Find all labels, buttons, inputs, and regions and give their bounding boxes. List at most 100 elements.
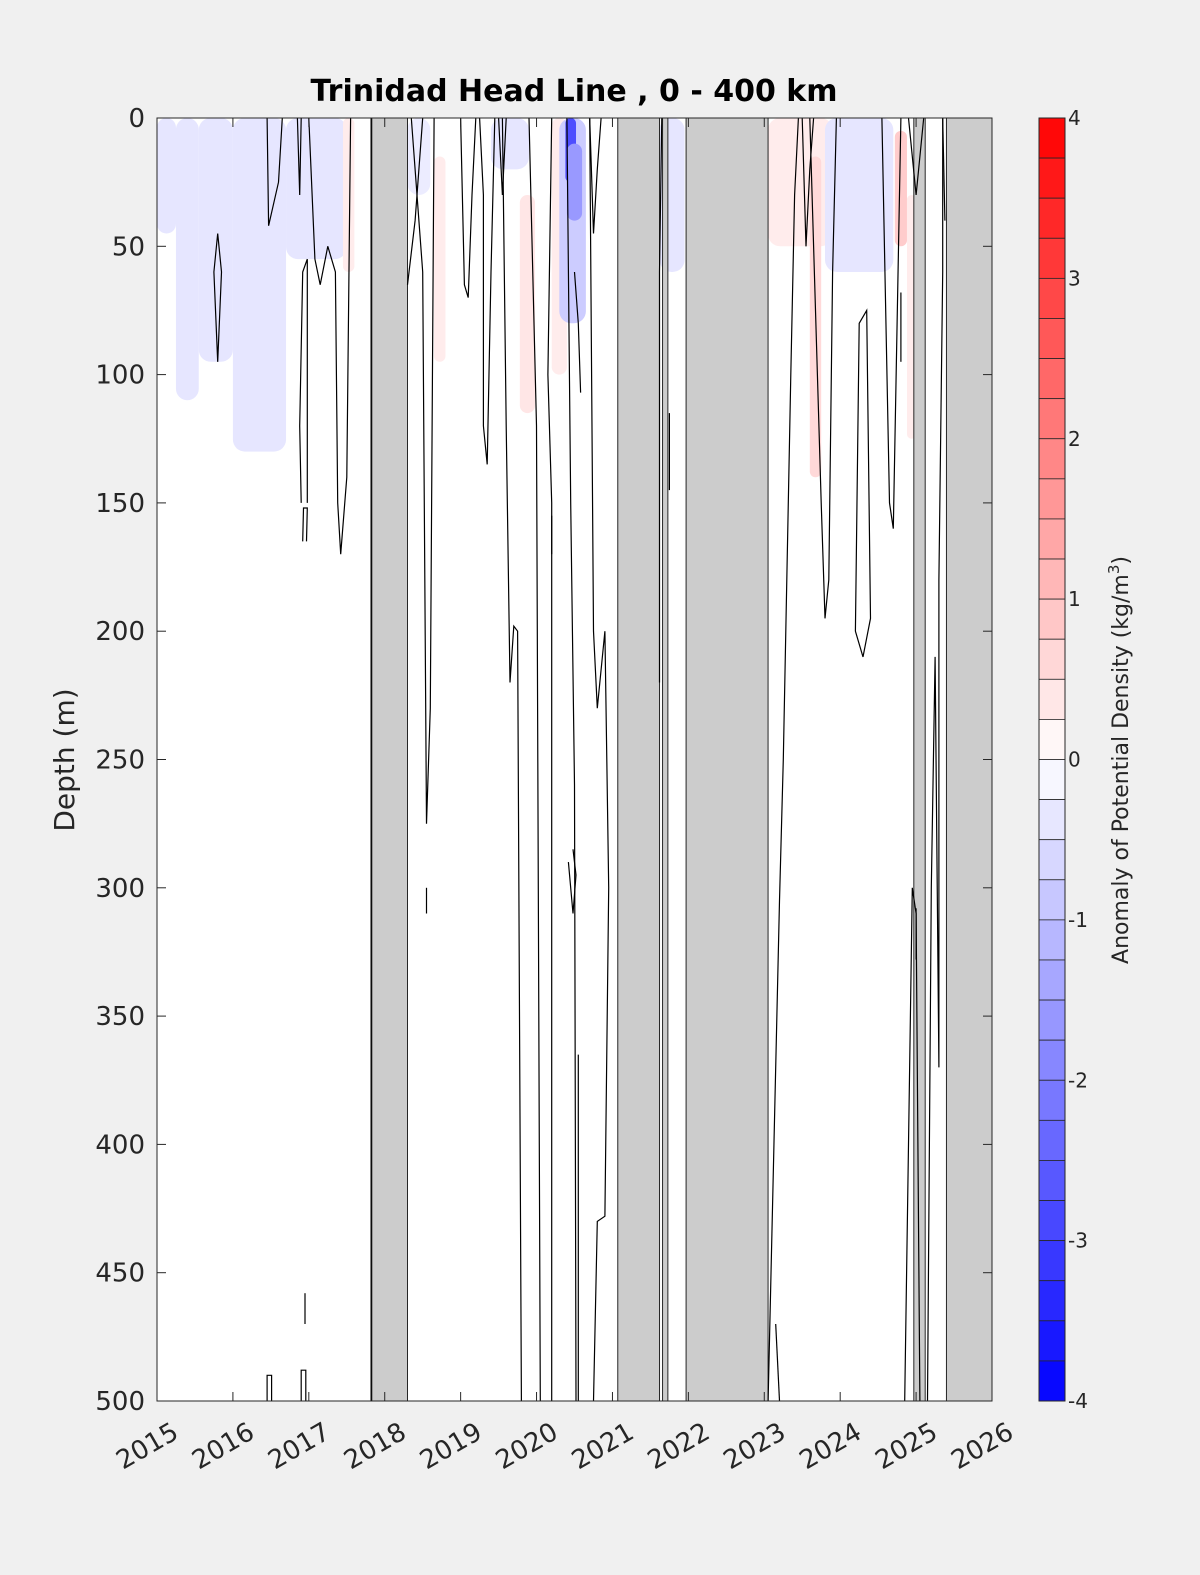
contour-line <box>926 118 944 1402</box>
no-data-bands <box>371 117 993 1402</box>
y-tick-label: 200 <box>95 617 145 647</box>
anomaly-patch <box>157 118 176 234</box>
x-tick-label: 2021 <box>567 1417 639 1476</box>
colorbar-tick-label: -1 <box>1068 908 1088 932</box>
colorbar-border <box>1038 117 1066 1402</box>
anomaly-patch <box>768 118 833 247</box>
contour-line <box>907 117 925 196</box>
y-tick-label: 0 <box>128 104 145 134</box>
contour-line <box>300 1369 307 1401</box>
colorbar: 4 3 2 1 0 -1 -2 -3 -4 <box>1038 106 1088 1413</box>
colorbar-level <box>1038 117 1066 159</box>
no-data-band <box>913 117 926 1402</box>
colorbar-label-superscript: 3 <box>1105 565 1123 575</box>
colorbar-level <box>1038 438 1066 480</box>
contour-line <box>213 233 223 362</box>
no-data-band <box>662 117 669 1402</box>
y-tick-label: 350 <box>95 1002 145 1032</box>
no-data-band <box>617 117 661 1402</box>
colorbar-level <box>1038 398 1066 440</box>
anomaly-patch <box>286 118 347 260</box>
contour-line <box>775 1323 781 1402</box>
plot-area <box>156 117 993 1402</box>
x-tick-label: 2018 <box>339 1417 411 1476</box>
chart-title: Trinidad Head Line , 0 - 400 km <box>310 74 837 109</box>
colorbar-level <box>1038 1320 1066 1362</box>
colorbar-level <box>1038 277 1066 319</box>
colorbar-level <box>1038 558 1066 600</box>
anomaly-patch <box>519 194 536 414</box>
contour-line <box>266 117 283 226</box>
y-tick-label: 450 <box>95 1259 145 1289</box>
contour-line <box>589 117 602 234</box>
colorbar-level <box>1038 1200 1066 1242</box>
colorbar-label-text: Anomaly of Potential Density (kg/m <box>1109 574 1134 964</box>
y-tick-label: 50 <box>112 232 145 262</box>
y-tick-label: 150 <box>95 489 145 519</box>
y-axis: 0 50 100 150 200 250 300 350 400 450 500 <box>95 104 992 1417</box>
y-tick-label: 250 <box>95 746 145 776</box>
colorbar-level <box>1038 237 1066 279</box>
contour-line <box>501 117 523 1402</box>
colorbar-level <box>1038 999 1066 1041</box>
x-tick-label: 2015 <box>111 1417 183 1476</box>
anomaly-patch <box>894 130 907 247</box>
contour-line <box>498 117 507 196</box>
y-tick-label: 400 <box>95 1130 145 1160</box>
colorbar-level <box>1038 799 1066 841</box>
colorbar-level <box>1038 678 1066 720</box>
colorbar-level <box>1038 197 1066 239</box>
colorbar-tick-label: 4 <box>1068 106 1081 130</box>
contour-line <box>767 117 799 1402</box>
contour-line <box>299 258 308 503</box>
y-axis-label: Depth (m) <box>48 688 81 831</box>
contour-line <box>296 117 302 196</box>
contour-line <box>567 849 577 914</box>
x-tick-label: 2024 <box>795 1417 867 1476</box>
colorbar-level <box>1038 1240 1066 1282</box>
no-data-band <box>371 117 408 1402</box>
colorbar-level <box>1038 759 1066 800</box>
contour-line <box>854 308 872 658</box>
x-tick-label: 2025 <box>870 1417 942 1476</box>
anomaly-patch <box>434 156 446 362</box>
colorbar-level <box>1038 157 1066 199</box>
y-tick-label: 500 <box>95 1387 145 1417</box>
anomaly-patch <box>198 118 233 362</box>
colorbar-level <box>1038 358 1066 400</box>
anomaly-patch <box>825 118 894 272</box>
contour-line <box>904 887 921 1402</box>
contour-line <box>410 117 435 824</box>
anomaly-patch <box>491 118 529 170</box>
y-tick-label: 100 <box>95 361 145 391</box>
colorbar-level <box>1038 959 1066 1001</box>
contour-line <box>942 117 946 221</box>
colorbar-tick-label: -2 <box>1068 1068 1088 1092</box>
x-tick-label: 2023 <box>719 1417 791 1476</box>
colorbar-tick-label: 3 <box>1068 266 1081 290</box>
anomaly-patch <box>342 118 355 272</box>
colorbar-level <box>1038 1360 1066 1402</box>
anomaly-patches <box>157 118 917 478</box>
x-tick-label: 2017 <box>263 1417 335 1476</box>
colorbar-level <box>1038 1280 1066 1322</box>
x-tick-label: 2022 <box>643 1417 715 1476</box>
colorbar-level <box>1038 719 1066 760</box>
y-tick-label: 300 <box>95 874 145 904</box>
colorbar-tick-label: 0 <box>1068 748 1081 772</box>
anomaly-patch <box>232 118 287 452</box>
no-data-band <box>685 117 769 1402</box>
colorbar-level <box>1038 919 1066 961</box>
colorbar-level <box>1038 598 1066 640</box>
colorbar-level <box>1038 318 1066 359</box>
contour-line <box>589 117 610 1402</box>
anomaly-patch <box>407 118 431 195</box>
colorbar-tick-label: 2 <box>1068 427 1081 451</box>
colorbar-tick-label: -4 <box>1068 1389 1088 1413</box>
x-tick-label: 2016 <box>187 1417 259 1476</box>
colorbar-level <box>1038 1079 1066 1121</box>
colorbar-label: Anomaly of Potential Density (kg/m3) <box>1105 556 1134 964</box>
colorbar-tick-label: -3 <box>1068 1229 1088 1253</box>
contour-line <box>308 117 352 555</box>
